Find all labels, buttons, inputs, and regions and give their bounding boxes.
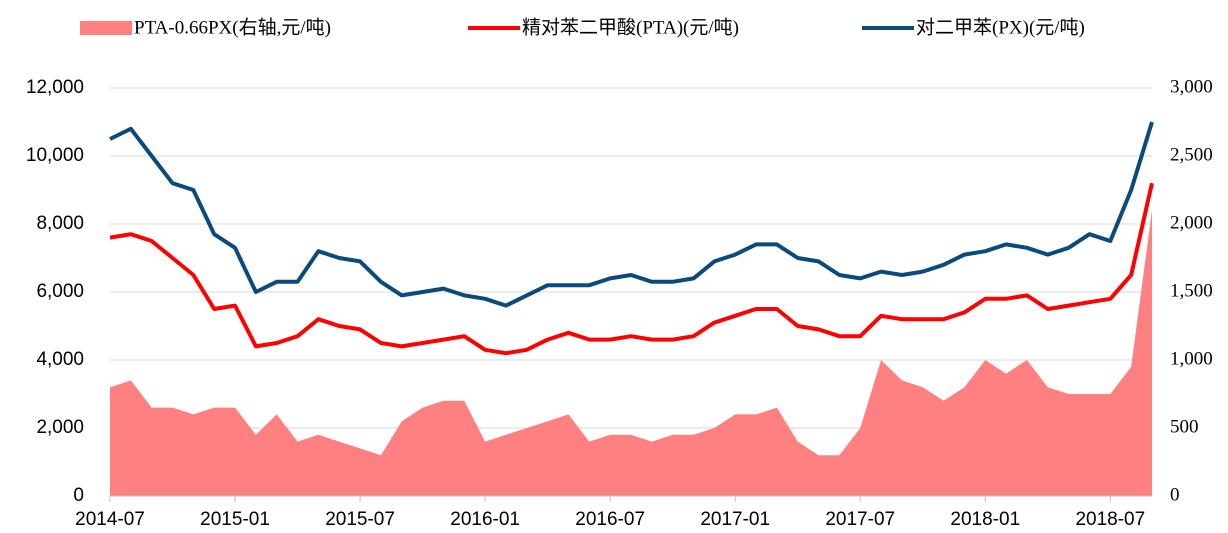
y-tick-label: 10,000 bbox=[26, 145, 84, 166]
x-tick-label: 2015-01 bbox=[200, 509, 270, 530]
y-tick-label: 12,000 bbox=[26, 77, 84, 98]
y-tick-label: 2,000 bbox=[36, 417, 84, 438]
x-tick-label: 2017-01 bbox=[700, 509, 770, 530]
line bbox=[109, 182, 1154, 356]
x-tick-label: 2014-07 bbox=[75, 509, 145, 530]
y2-tick-label: 1,500 bbox=[1170, 280, 1213, 301]
line bbox=[109, 121, 1154, 308]
y2-tick-label: 500 bbox=[1170, 416, 1199, 437]
legend-label: PTA-0.66PX(右轴,元/吨) bbox=[134, 16, 331, 38]
y2-tick-label: 0 bbox=[1170, 484, 1180, 505]
y-tick-label: 8,000 bbox=[36, 213, 84, 234]
y-tick-label: 6,000 bbox=[36, 281, 84, 302]
x-tick-label: 2015-07 bbox=[325, 509, 395, 530]
legend-label: 对二甲苯(PX)(元/吨) bbox=[916, 16, 1085, 38]
legend-swatch bbox=[80, 21, 132, 35]
x-tick-label: 2016-01 bbox=[450, 509, 520, 530]
x-tick-label: 2018-07 bbox=[1075, 509, 1145, 530]
area bbox=[110, 210, 1152, 496]
y-tick-label: 0 bbox=[73, 485, 84, 506]
x-tick-label: 2016-07 bbox=[575, 509, 645, 530]
x-tick-label: 2018-01 bbox=[950, 509, 1020, 530]
x-tick-label: 2017-07 bbox=[825, 509, 895, 530]
y2-tick-label: 2,500 bbox=[1170, 144, 1213, 165]
y2-tick-label: 1,000 bbox=[1170, 348, 1213, 369]
y2-tick-label: 2,000 bbox=[1170, 212, 1213, 233]
y2-tick-label: 3,000 bbox=[1170, 76, 1213, 97]
legend-label: 精对苯二甲酸(PTA)(元/吨) bbox=[522, 16, 739, 38]
y-tick-label: 4,000 bbox=[36, 349, 84, 370]
